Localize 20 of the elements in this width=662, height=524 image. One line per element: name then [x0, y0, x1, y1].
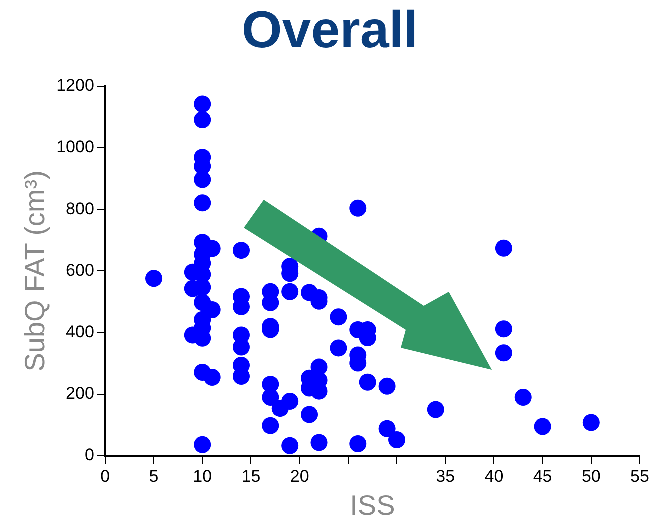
- y-tick-label: 0: [84, 446, 94, 465]
- x-tick-label: 35: [436, 466, 456, 486]
- x-axis-title: ISS: [350, 490, 396, 521]
- x-tick-label: 10: [193, 466, 212, 486]
- x-tick-label: 45: [533, 466, 552, 486]
- y-tick-label: 600: [66, 260, 94, 280]
- x-tick-label: 40: [484, 466, 504, 486]
- y-axis-title: SubQ FAT (cm³): [20, 170, 51, 372]
- y-tick-label: 400: [66, 322, 94, 342]
- y-tick-label: 1200: [56, 76, 94, 96]
- x-tick-label: 55: [630, 466, 650, 486]
- x-tick-label: 5: [149, 466, 159, 486]
- x-tick-label: 20: [290, 466, 310, 486]
- x-tick-label: 50: [582, 466, 601, 486]
- y-tick-label: 1000: [56, 138, 94, 157]
- x-tick-label: 15: [242, 466, 261, 486]
- y-tick-label: 200: [66, 384, 94, 404]
- chart-title: Overall: [242, 2, 418, 60]
- x-tick-label: 0: [100, 466, 110, 486]
- y-tick-label: 800: [66, 199, 94, 218]
